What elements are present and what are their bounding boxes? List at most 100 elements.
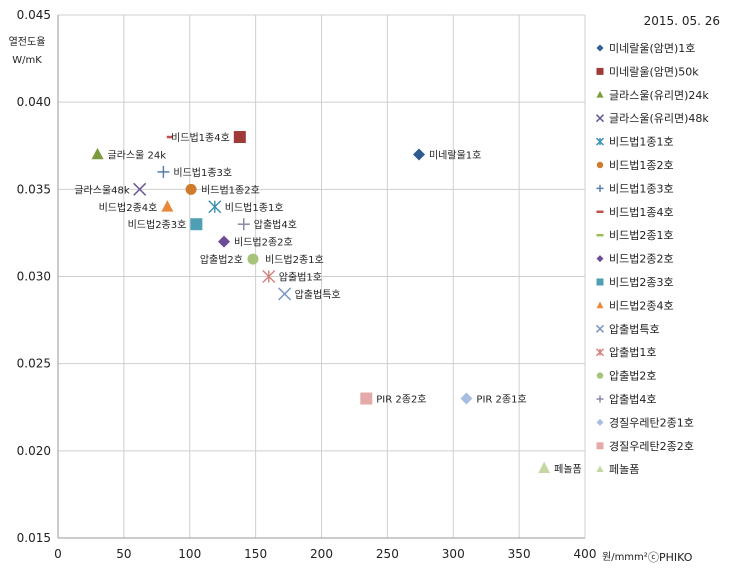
legend-entry: 미네랄울(암면)50k [596, 65, 699, 78]
y-tick-label: 0.015 [17, 531, 51, 545]
data-point-5 [185, 183, 197, 195]
data-point-14 [247, 253, 259, 265]
data-point-12 [278, 287, 292, 301]
data-point-11 [161, 200, 174, 212]
legend-entry: 압출법1호 [596, 346, 656, 359]
legend-entry: 압출법4호 [596, 393, 656, 406]
data-label: 미네랄울1호 [429, 148, 481, 161]
data-point-17 [360, 392, 373, 405]
legend-entry: 비드법2종3호 [596, 276, 674, 289]
data-point-4 [208, 200, 222, 214]
legend-label: 비드법1종1호 [609, 136, 674, 149]
legend-label: 미네랄울(암면)50k [609, 65, 699, 78]
legend-entry: 경질우레탄2종1호 [596, 416, 694, 429]
legend-entry: 압출법특호 [595, 323, 660, 336]
x-tick-label: 200 [310, 547, 333, 561]
data-label: 비드법1종4호 [171, 132, 230, 144]
legend-label: 비드법2종2호 [609, 253, 674, 266]
legend-entry: 경질우레탄2종2호 [596, 440, 694, 453]
data-label: 비드법2종4호 [99, 202, 158, 214]
data-label: 비드법2종1호 [265, 254, 324, 266]
data-label: 비드법2종2호 [234, 237, 293, 249]
legend-entry: 글라스울(유리면)24k [596, 89, 709, 102]
legend-entry: 압출법2호 [596, 370, 656, 383]
data-label: 비드법1종2호 [201, 184, 260, 196]
data-point-18 [538, 461, 551, 474]
legend-marker [596, 137, 604, 146]
data-label: 압출법1호 [279, 271, 322, 284]
legend-label: 경질우레탄2종2호 [609, 440, 694, 453]
data-point-6 [157, 165, 170, 178]
legend-label: 압출법4호 [609, 393, 656, 406]
legend-marker [596, 418, 604, 426]
y-tick-labels: 0.015 0.020 0.025 0.030 0.035 0.040 0.045 [17, 8, 51, 545]
legend-entry: 비드법2종4호 [596, 299, 674, 312]
data-labels: 미네랄울1호 글라스울 24k 글라스울48k 비드법1종1호 비드법1종2호 비드법1종… [74, 132, 581, 475]
data-label: 압출법4호 [254, 218, 297, 231]
data-label: 압출법특호 [295, 288, 341, 301]
data-point-15 [237, 218, 250, 231]
data-label: 비드법1종3호 [173, 167, 232, 179]
legend-label: 압출법특호 [609, 323, 660, 336]
legend-label: 비드법1종4호 [609, 206, 674, 219]
legend-label: 압출법2호 [609, 370, 656, 383]
legend-label: 비드법1종3호 [609, 182, 674, 195]
data-point-10 [190, 218, 203, 231]
y-tick-label: 0.030 [17, 270, 51, 284]
legend-entry: 비드법1종4호 [596, 206, 674, 219]
y-axis-label: 열전도율 [9, 36, 46, 48]
legend-marker [595, 324, 605, 333]
x-tick-label: 300 [442, 547, 465, 561]
legend-entry: 비드법2종2호 [596, 253, 674, 266]
legend-label: 경질우레탄2종1호 [609, 416, 694, 429]
legend-entry: 페놀폼 [596, 463, 639, 476]
data-points [91, 131, 551, 474]
legend-marker [596, 465, 604, 472]
legend-entry: 글라스울(유리면)48k [595, 112, 709, 125]
legend-marker [596, 161, 604, 169]
y-axis-unit: W/mK [12, 55, 42, 66]
data-label: 글라스울48k [74, 184, 130, 196]
legend-entry: 비드법1종2호 [596, 159, 674, 172]
legend-label: 비드법2종3호 [609, 276, 674, 289]
x-tick-label: 100 [178, 547, 201, 561]
x-tick-label: 0 [54, 547, 62, 561]
legend-marker [596, 348, 604, 357]
legend-marker [596, 67, 604, 75]
legend-marker [595, 114, 605, 123]
legend-marker [596, 90, 604, 98]
legend-entry: 비드법2종1호 [596, 229, 674, 242]
data-label: 페놀폼 [554, 463, 582, 475]
legend-label: 미네랄울(암면)1호 [609, 42, 695, 55]
x-tick-label: 50 [116, 547, 131, 561]
copyright-text: ⓒPHIKO [648, 551, 693, 564]
y-tick-label: 0.045 [17, 8, 51, 22]
x-tick-label: 150 [244, 547, 267, 561]
legend-label: 글라스울(유리면)48k [609, 112, 709, 125]
data-label: 압출법2호 [200, 253, 243, 266]
legend-marker [596, 184, 604, 192]
legend-marker [596, 301, 604, 309]
data-point-2 [91, 147, 104, 160]
legend-label: 압출법1호 [609, 346, 656, 359]
data-point-9 [218, 235, 231, 248]
data-label: PIR 2종2호 [376, 394, 426, 406]
y-tick-label: 0.020 [17, 444, 51, 458]
legend-marker [596, 372, 604, 379]
x-tick-labels: 0 50 100 150 200 250 300 350 400 [54, 547, 596, 561]
legend-label: 비드법2종4호 [609, 299, 674, 312]
legend-label: 글라스울(유리면)24k [609, 89, 709, 102]
data-label: 비드법1종1호 [225, 202, 284, 214]
x-tick-label: 350 [508, 547, 531, 561]
legend-marker [596, 255, 604, 263]
legend-entry: 비드법1종1호 [596, 136, 674, 149]
data-point-13 [262, 270, 276, 283]
chart-date: 2015. 05. 26 [644, 14, 720, 28]
y-tick-label: 0.025 [17, 357, 51, 371]
data-point-16 [460, 392, 473, 405]
x-tick-label: 250 [376, 547, 399, 561]
x-tick-label: 400 [574, 547, 597, 561]
y-tick-label: 0.040 [17, 95, 51, 109]
